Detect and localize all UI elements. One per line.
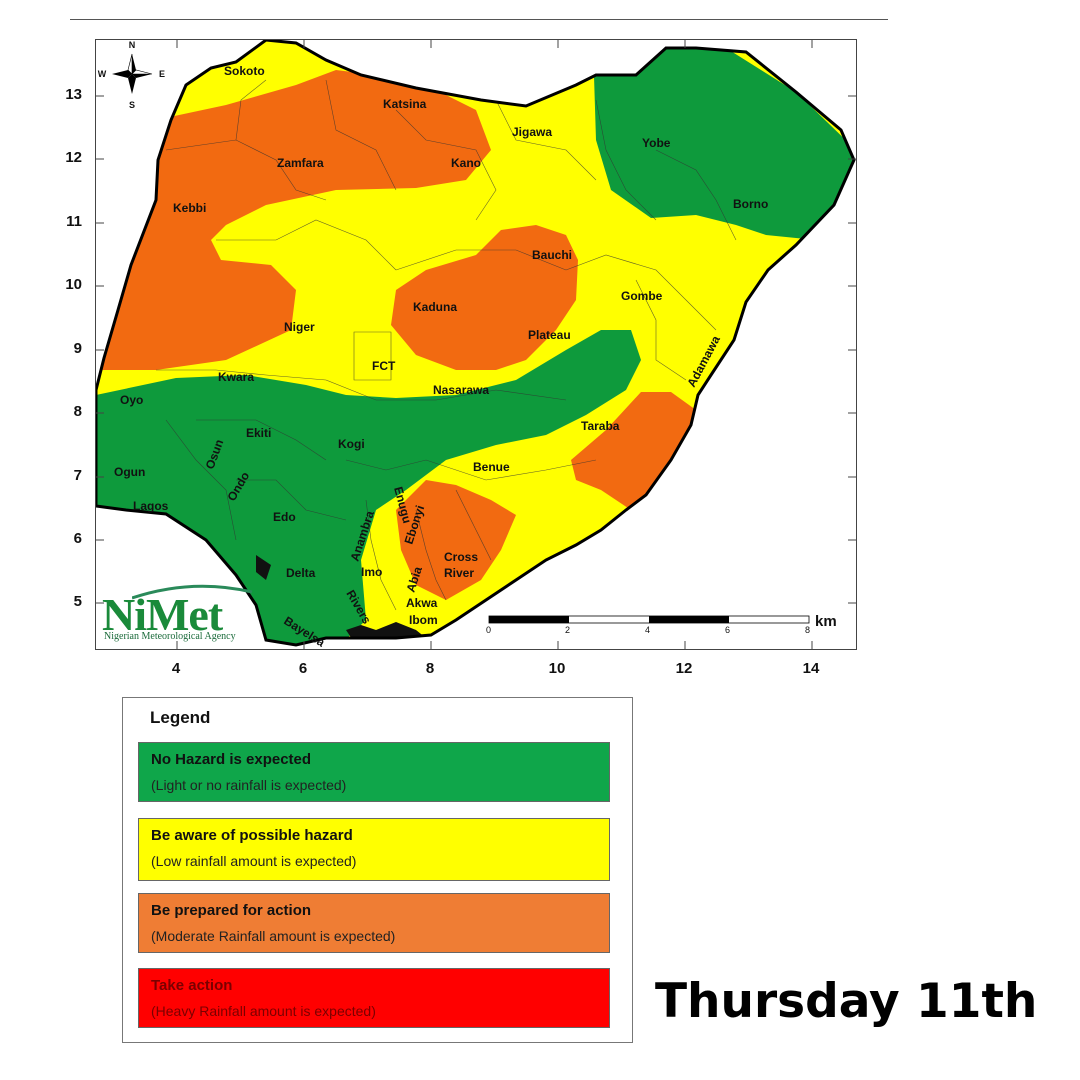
compass-s: S <box>129 100 135 110</box>
state-label-yobe: Yobe <box>642 136 671 150</box>
scale-tick-0: 0 <box>486 625 491 635</box>
legend-item-be-aware: Be aware of possible hazard (Low rainfal… <box>138 818 610 881</box>
state-label-gombe: Gombe <box>621 289 663 303</box>
state-label-plateau: Plateau <box>528 328 571 342</box>
legend-item-label: No Hazard is expected <box>151 751 312 768</box>
lat-label-10: 10 <box>65 276 82 293</box>
lat-label-5: 5 <box>73 593 82 610</box>
lon-label-12: 12 <box>675 660 693 677</box>
scale-tick-4: 4 <box>645 625 650 635</box>
delta-creeks <box>256 555 271 580</box>
state-label-ogun: Ogun <box>114 465 145 479</box>
state-label-kaduna: Kaduna <box>413 300 457 314</box>
scale-unit: km <box>815 613 837 630</box>
zone-orange-central <box>391 225 578 370</box>
state-label-ekiti: Ekiti <box>246 426 271 440</box>
scale-tick-8: 8 <box>805 625 810 635</box>
state-label-cross: Cross <box>444 550 478 564</box>
lon-label-6: 6 <box>298 660 308 677</box>
state-label-imo: Imo <box>361 565 382 579</box>
nigeria-outline <box>96 40 856 647</box>
state-label-katsina: Katsina <box>383 97 427 111</box>
legend-item-sublabel: (Low rainfall amount is expected) <box>151 853 357 869</box>
lon-label-14: 14 <box>802 660 820 677</box>
legend-title: Legend <box>150 708 211 727</box>
scale-tick-6: 6 <box>725 625 730 635</box>
state-label-kebbi: Kebbi <box>173 201 206 215</box>
state-label-taraba: Taraba <box>581 419 620 433</box>
zone-orange-southeast <box>396 480 516 600</box>
state-label-borno: Borno <box>733 197 768 211</box>
state-label-lagos: Lagos <box>133 499 169 513</box>
lon-label-4: 4 <box>171 660 181 677</box>
legend-item-label: Be prepared for action <box>151 902 312 919</box>
compass-w: W <box>98 69 107 79</box>
legend-item-no-hazard: No Hazard is expected (Light or no rainf… <box>138 742 610 802</box>
legend-item-sublabel: (Heavy Rainfall amount is expected) <box>151 1003 376 1019</box>
lat-label-7: 7 <box>73 467 82 484</box>
state-label-niger: Niger <box>284 320 315 334</box>
state-label-ibom: Ibom <box>409 613 438 627</box>
scale-tick-2: 2 <box>565 625 570 635</box>
compass-e: E <box>159 69 165 79</box>
state-label-bauchi: Bauchi <box>532 248 572 262</box>
legend-item-sublabel: (Moderate Rainfall amount is expected) <box>151 928 396 944</box>
state-label-akwa: Akwa <box>406 596 438 610</box>
state-label-delta: Delta <box>286 566 316 580</box>
state-boundaries <box>156 79 737 611</box>
state-label-kano: Kano <box>451 156 481 170</box>
zone-orange-northwest <box>96 70 491 370</box>
rainfall-hazard-map: N S E W Sokoto Katsina Jigawa Yobe Zamfa… <box>95 39 857 650</box>
state-label-jigawa: Jigawa <box>512 125 552 139</box>
compass-rose-icon: N S E W <box>98 40 165 110</box>
top-rule <box>70 19 888 20</box>
forecast-day: Thursday 11th <box>655 974 1038 1029</box>
lat-label-11: 11 <box>66 213 82 230</box>
lon-label-8: 8 <box>425 660 435 677</box>
logo-subtitle: Nigerian Meteorological Agency <box>104 631 236 642</box>
lat-label-9: 9 <box>73 340 82 357</box>
state-label-benue: Benue <box>473 460 510 474</box>
nimet-logo: NiMet Nigerian Meteorological Agency <box>102 584 253 644</box>
compass-n: N <box>129 40 136 50</box>
legend-item-take-action: Take action (Heavy Rainfall amount is ex… <box>138 968 610 1028</box>
state-label-edo: Edo <box>273 510 296 524</box>
state-label-zamfara: Zamfara <box>277 156 324 170</box>
lat-label-8: 8 <box>73 403 82 420</box>
legend-item-sublabel: (Light or no rainfall is expected) <box>151 777 347 793</box>
logo-swoosh-icon <box>132 584 253 600</box>
lon-label-10: 10 <box>548 660 566 677</box>
lat-label-13: 13 <box>65 86 82 103</box>
zone-green-northeast <box>594 48 854 240</box>
state-label-river: River <box>444 566 474 580</box>
state-label-nasarawa: Nasarawa <box>433 383 489 397</box>
lat-label-6: 6 <box>73 530 82 547</box>
legend-item-be-prepared: Be prepared for action (Moderate Rainfal… <box>138 893 610 953</box>
legend-item-label: Be aware of possible hazard <box>151 827 353 844</box>
legend: Legend No Hazard is expected (Light or n… <box>122 697 633 1043</box>
state-label-kwara: Kwara <box>218 370 254 384</box>
scale-bar: 0 2 4 6 8 <box>486 615 810 635</box>
state-label-fct: FCT <box>372 359 396 373</box>
map-svg: N S E W Sokoto Katsina Jigawa Yobe Zamfa… <box>96 40 856 649</box>
logo-name: NiMet <box>102 589 223 640</box>
lat-label-12: 12 <box>65 149 82 166</box>
state-label-oyo: Oyo <box>120 393 143 407</box>
legend-item-label: Take action <box>151 977 233 994</box>
axis-ticks <box>96 40 856 649</box>
state-label-sokoto: Sokoto <box>224 64 265 78</box>
state-label-kogi: Kogi <box>338 437 365 451</box>
